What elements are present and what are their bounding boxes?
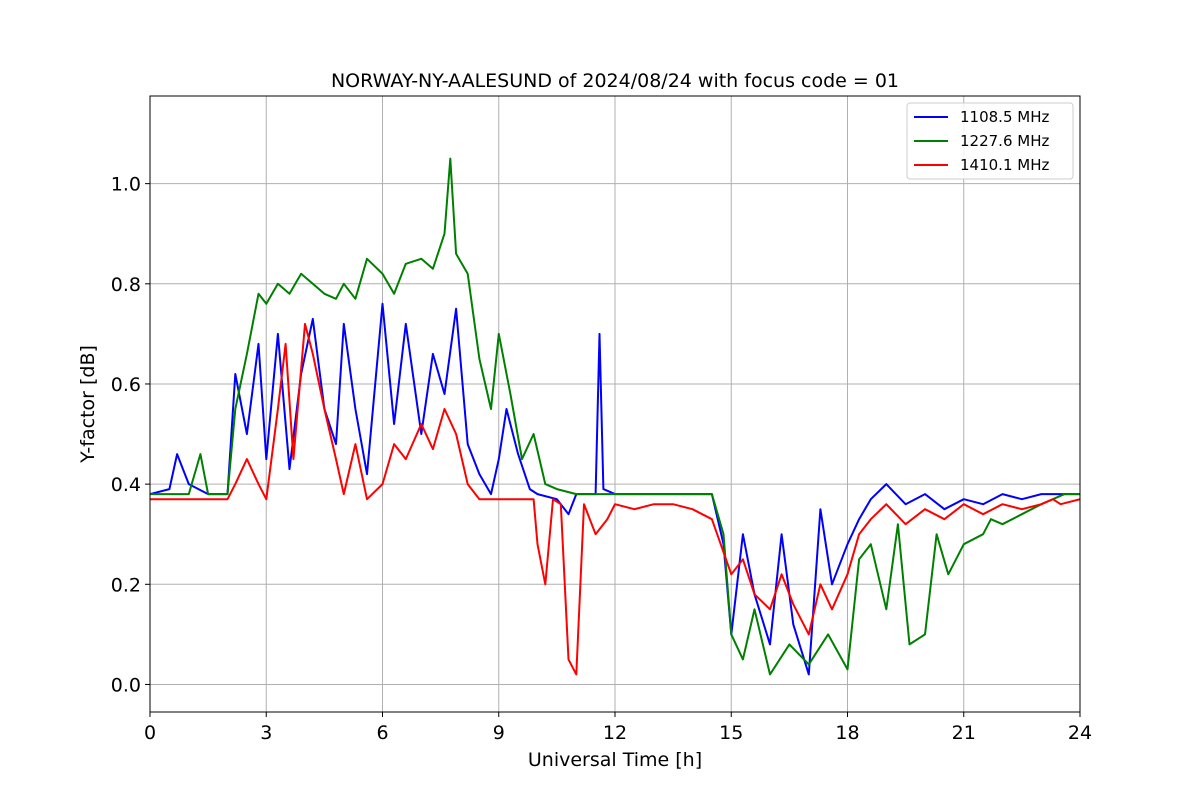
y-tick-label: 0.0 bbox=[111, 674, 141, 696]
x-tick-label: 9 bbox=[493, 722, 505, 744]
series-line-1227-6 bbox=[150, 157, 1080, 676]
x-tick-label: 6 bbox=[376, 722, 388, 744]
x-tick-label: 3 bbox=[260, 722, 272, 744]
chart-title: NORWAY-NY-AALESUND of 2024/08/24 with fo… bbox=[331, 70, 899, 92]
y-tick-label: 0.2 bbox=[111, 574, 141, 596]
x-tick-label: 12 bbox=[603, 722, 627, 744]
legend-label-1227: 1227.6 MHz bbox=[960, 132, 1049, 150]
y-tick-label: 0.8 bbox=[111, 274, 141, 296]
y-tick-label: 1.0 bbox=[111, 174, 141, 196]
y-axis-label: Y-factor [dB] bbox=[77, 345, 99, 464]
legend: 1108.5 MHz 1227.6 MHz 1410.1 MHz bbox=[906, 102, 1074, 180]
x-tick-label: 24 bbox=[1068, 722, 1092, 744]
x-tick-label: 18 bbox=[835, 722, 859, 744]
legend-label-1108: 1108.5 MHz bbox=[960, 108, 1049, 126]
series-layer bbox=[150, 157, 1080, 676]
x-tick-label: 0 bbox=[144, 722, 156, 744]
axes-ticks: 0 3 6 9 12 15 18 21 24 0.0 0.2 0.4 0.6 0.8 1.0 bbox=[111, 174, 1092, 744]
y-tick-label: 0.6 bbox=[111, 374, 141, 396]
legend-label-1410: 1410.1 MHz bbox=[960, 156, 1049, 174]
series-line-1410-1 bbox=[150, 322, 1080, 676]
series-line-1108-5 bbox=[150, 302, 1080, 676]
x-axis-label: Universal Time [h] bbox=[528, 749, 702, 771]
x-tick-label: 15 bbox=[719, 722, 743, 744]
x-tick-label: 21 bbox=[952, 722, 976, 744]
legend-box bbox=[906, 102, 1074, 180]
y-tick-label: 0.4 bbox=[111, 474, 141, 496]
